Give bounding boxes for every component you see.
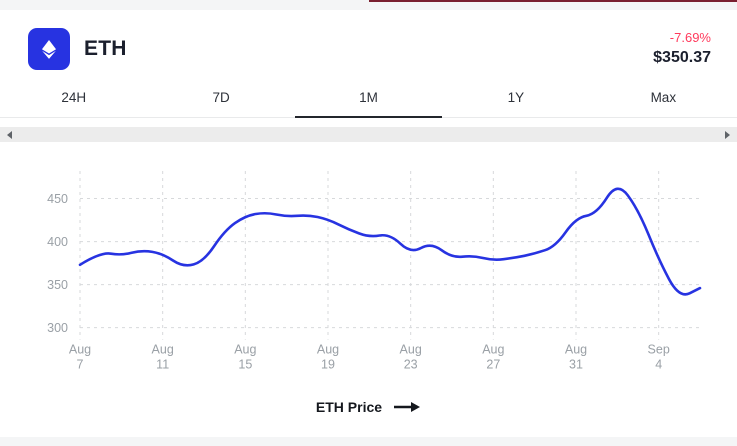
price-block: -7.69% $350.37 xyxy=(653,30,711,68)
current-price: $350.37 xyxy=(653,49,711,67)
scroll-left-arrow-icon[interactable] xyxy=(2,127,17,142)
ethereum-icon xyxy=(41,39,57,59)
svg-text:450: 450 xyxy=(47,192,68,206)
eth-price-widget: ETH -7.69% $350.37 24H 7D 1M 1Y Max 300 3… xyxy=(0,10,737,437)
widget-header: ETH -7.69% $350.37 xyxy=(0,10,737,70)
tab-max[interactable]: Max xyxy=(650,90,677,105)
tab-24h[interactable]: 24H xyxy=(61,90,87,105)
chart-horizontal-scrollbar[interactable] xyxy=(0,127,737,142)
top-accent-line xyxy=(368,0,737,2)
tab-7d[interactable]: 7D xyxy=(212,90,230,105)
tab-1m[interactable]: 1M xyxy=(294,78,443,118)
svg-text:300: 300 xyxy=(47,321,68,335)
legend-label: ETH Price xyxy=(315,399,383,415)
timeframe-tabs: 24H 7D 1M 1Y Max xyxy=(0,78,737,118)
price-change: -7.69% xyxy=(669,29,711,45)
coin-symbol: ETH xyxy=(84,37,127,60)
coin-logo xyxy=(28,28,70,70)
price-chart-svg[interactable]: 300 350 400 450 Aug 7 Aug 11 Aug 15 Aug 19 Aug 23 Aug 2… xyxy=(22,167,714,382)
svg-text:400: 400 xyxy=(47,235,68,249)
chart-legend: ETH Price xyxy=(0,399,737,415)
scroll-right-arrow-icon[interactable] xyxy=(720,127,735,142)
chart-area[interactable]: 300 350 400 450 Aug 7 Aug 11 Aug 15 Aug 19 Aug 23 Aug 2… xyxy=(22,167,729,387)
right-arrow-icon xyxy=(394,402,421,412)
tab-1y[interactable]: 1Y xyxy=(507,90,525,105)
svg-text:350: 350 xyxy=(47,278,68,292)
